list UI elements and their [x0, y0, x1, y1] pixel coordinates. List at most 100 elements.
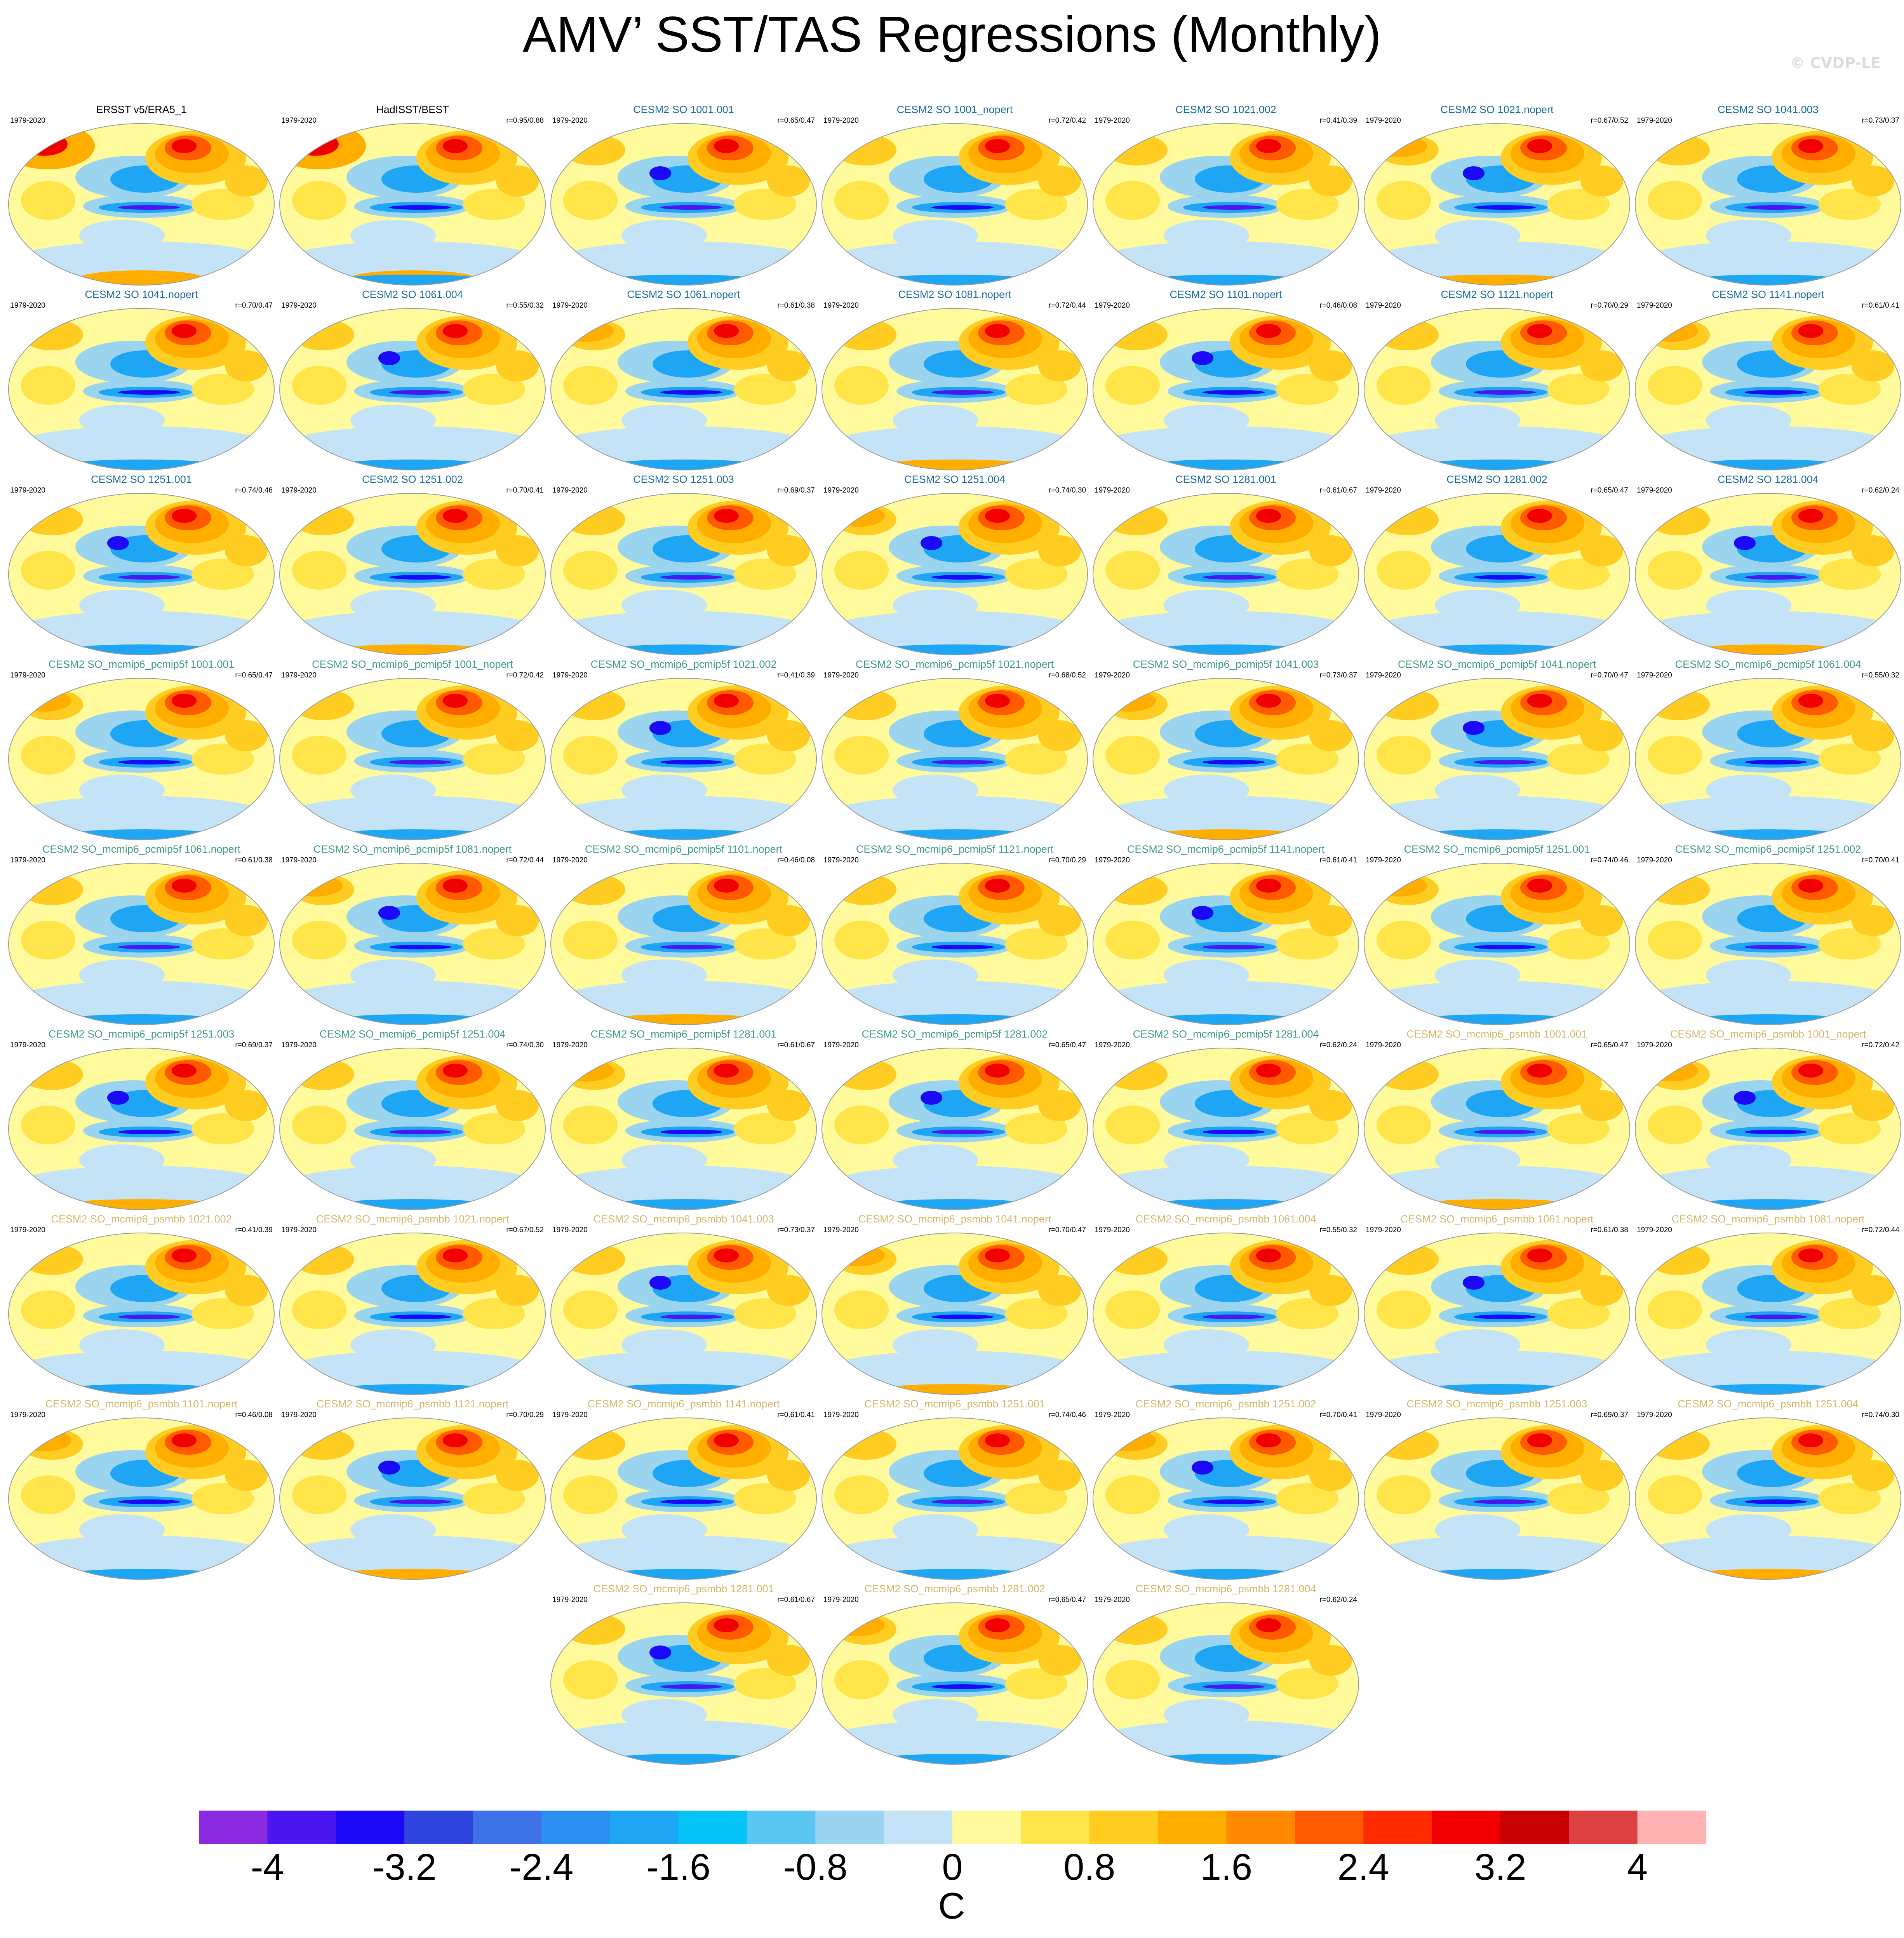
panel-correlation: r=0.55/0.32 [1862, 671, 1899, 679]
map-panel: CESM2 SO 1281.002 1979-2020 r=0.65/0.47 [1361, 473, 1633, 658]
panel-correlation: r=0.69/0.37 [235, 1041, 273, 1049]
panel-correlation: r=0.41/0.39 [777, 671, 815, 679]
figure-title: AMV’ SST/TAS Regressions (Monthly) [522, 6, 1382, 63]
regression-map [1635, 493, 1901, 655]
map-panel: CESM2 SO_mcmip6_psmbb 1061.nopert 1979-20… [1361, 1213, 1633, 1398]
panel-period: 1979-2020 [10, 1041, 45, 1049]
regression-map [8, 493, 275, 655]
panel-period: 1979-2020 [552, 1411, 588, 1419]
colorbar-box [610, 1811, 679, 1844]
panel-period: 1979-2020 [10, 117, 45, 125]
colorbar-tick-label: 1.6 [1200, 1846, 1253, 1888]
panel-title: CESM2 SO_mcmip6_psmbb 1041.nopert [858, 1213, 1051, 1225]
panel-title: CESM2 SO_mcmip6_psmbb 1061.nopert [1400, 1213, 1594, 1225]
regression-map [821, 1417, 1088, 1580]
map-panel: CESM2 SO 1121.nopert 1979-2020 r=0.70/0.29 [1361, 288, 1633, 473]
map-panel: CESM2 SO 1041.003 1979-2020 r=0.73/0.37 [1632, 103, 1904, 288]
panel-title: CESM2 SO 1251.004 [904, 474, 1005, 485]
colorbar-box [1158, 1811, 1227, 1844]
colorbar-box [404, 1811, 473, 1844]
map-panel: CESM2 SO_mcmip6_pcmip5f 1001_nopert 1979-… [277, 658, 548, 843]
regression-map [550, 123, 817, 286]
map-panel: ERSST v5/ERA5_1 1979-2020 [5, 103, 277, 288]
panel-period: 1979-2020 [1095, 856, 1130, 864]
panel-title: CESM2 SO_mcmip6_psmbb 1251.003 [1406, 1398, 1587, 1410]
panel-title: CESM2 SO_mcmip6_psmbb 1251.001 [864, 1398, 1045, 1410]
panel-correlation: r=0.46/0.08 [777, 856, 815, 864]
panel-correlation: r=0.72/0.42 [506, 671, 544, 679]
panel-correlation: r=0.61/0.38 [1591, 1226, 1628, 1234]
regression-map [1635, 1417, 1901, 1580]
panel-correlation: r=0.65/0.47 [1591, 486, 1628, 495]
map-panel: CESM2 SO_mcmip6_pcmip5f 1041.nopert 1979-… [1361, 658, 1633, 843]
map-panel: CESM2 SO_mcmip6_pcmip5f 1251.001 1979-202… [1361, 843, 1633, 1028]
colorbar-tick-label: 0.8 [1063, 1846, 1116, 1888]
map-panel: CESM2 SO_mcmip6_psmbb 1061.004 1979-2020 r… [1090, 1213, 1362, 1398]
panel-period: 1979-2020 [1637, 117, 1672, 125]
panel-period: 1979-2020 [1366, 301, 1401, 310]
regression-map [8, 678, 275, 840]
panel-period: 1979-2020 [552, 671, 588, 679]
panel-correlation: r=0.72/0.42 [1048, 117, 1086, 125]
map-panel: CESM2 SO_mcmip6_psmbb 1021.002 1979-2020 r… [5, 1213, 277, 1398]
panel-period: 1979-2020 [10, 1226, 45, 1234]
panel-title: CESM2 SO 1281.004 [1718, 474, 1819, 485]
panel-title: CESM2 SO_mcmip6_pcmip5f 1251.003 [48, 1028, 235, 1040]
colorbar-tick-label: 4 [1627, 1846, 1648, 1888]
panel-period: 1979-2020 [552, 856, 588, 864]
map-panel: CESM2 SO 1281.004 1979-2020 r=0.62/0.24 [1632, 473, 1904, 658]
regression-map [1093, 308, 1359, 470]
map-panel: CESM2 SO_mcmip6_pcmip5f 1281.002 1979-202… [819, 1028, 1091, 1213]
panel-title: CESM2 SO_mcmip6_pcmip5f 1101.nopert [585, 843, 783, 855]
map-panel: CESM2 SO 1101.nopert 1979-2020 r=0.46/0.08 [1090, 288, 1362, 473]
panel-period: 1979-2020 [823, 1411, 859, 1419]
panel-correlation: r=0.55/0.32 [506, 301, 544, 310]
map-panel: CESM2 SO 1021.nopert 1979-2020 r=0.67/0.52 [1361, 103, 1633, 288]
map-panel: CESM2 SO_mcmip6_pcmip5f 1041.003 1979-202… [1090, 658, 1362, 843]
panel-title: CESM2 SO_mcmip6_pcmip5f 1121.nopert [856, 843, 1054, 855]
map-panel: HadISST/BEST 1979-2020 r=0.95/0.88 [277, 103, 548, 288]
regression-map [279, 863, 546, 1025]
panel-correlation: r=0.65/0.47 [235, 671, 273, 679]
panel-title: CESM2 SO 1281.002 [1446, 474, 1547, 485]
panel-title: CESM2 SO 1281.001 [1175, 474, 1276, 485]
panel-title: CESM2 SO 1121.nopert [1441, 289, 1553, 300]
panel-correlation: r=0.73/0.37 [777, 1226, 815, 1234]
colorbar-box [678, 1811, 747, 1844]
panel-period: 1979-2020 [281, 1226, 317, 1234]
colorbar-tick-label: -0.8 [783, 1846, 848, 1888]
panel-title: CESM2 SO_mcmip6_pcmip5f 1281.001 [590, 1028, 777, 1040]
regression-map [1364, 493, 1630, 655]
panel-correlation: r=0.70/0.29 [1048, 856, 1086, 864]
regression-map [279, 1048, 546, 1210]
colorbar-box [815, 1811, 884, 1844]
map-panel: CESM2 SO_mcmip6_psmbb 1251.002 1979-2020 r… [1090, 1398, 1362, 1583]
panel-correlation: r=0.73/0.37 [1319, 671, 1357, 679]
panel-correlation: r=0.74/0.46 [235, 486, 273, 495]
regression-map [279, 308, 546, 470]
map-panel: CESM2 SO_mcmip6_psmbb 1081.nopert 1979-20… [1632, 1213, 1904, 1398]
regression-map [1364, 863, 1630, 1025]
panel-period: 1979-2020 [1637, 671, 1672, 679]
regression-map [1364, 1233, 1630, 1395]
panel-correlation: r=0.74/0.30 [1862, 1411, 1899, 1419]
regression-map [550, 493, 817, 655]
panel-title: CESM2 SO_mcmip6_psmbb 1101.nopert [45, 1398, 238, 1410]
panel-correlation: r=0.73/0.37 [1862, 117, 1899, 125]
colorbar-box [1569, 1811, 1638, 1844]
map-panel: CESM2 SO 1281.001 1979-2020 r=0.61/0.67 [1090, 473, 1362, 658]
map-panel: CESM2 SO_mcmip6_psmbb 1281.001 1979-2020 r… [548, 1583, 820, 1767]
panel-period: 1979-2020 [1095, 1226, 1130, 1234]
regression-map [1093, 1048, 1359, 1210]
panel-correlation: r=0.70/0.47 [1591, 671, 1628, 679]
colorbar-tick-label: 0 [942, 1846, 963, 1888]
regression-map [279, 1233, 546, 1395]
regression-map [8, 1233, 275, 1395]
panel-period: 1979-2020 [823, 1596, 859, 1604]
map-panel: CESM2 SO_mcmip6_psmbb 1251.003 1979-2020 r… [1361, 1398, 1633, 1583]
colorbar-box [1637, 1811, 1706, 1844]
panel-title: CESM2 SO 1041.003 [1718, 104, 1819, 115]
regression-map [8, 863, 275, 1025]
colorbar-tick-label: 2.4 [1337, 1846, 1389, 1888]
panel-period: 1979-2020 [1637, 1041, 1672, 1049]
